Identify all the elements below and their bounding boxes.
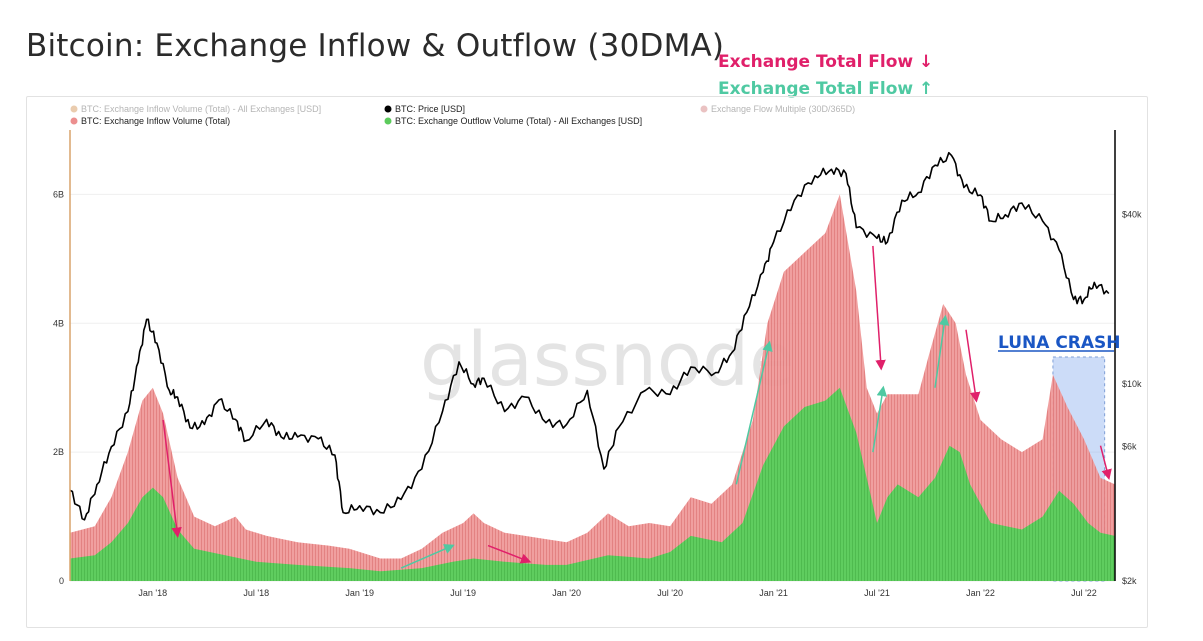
y-left-tick-3: 6B [53,189,64,199]
watermark: glassnode [420,317,795,403]
x-tick-3: Jul '19 [450,588,476,598]
page-title: Bitcoin: Exchange Inflow & Outflow (30DM… [26,28,725,64]
arrow-down-2 [872,245,886,371]
arrow-down-3 [965,329,981,403]
x-tick-1: Jul '18 [243,588,269,598]
arrow-down-4 [1099,445,1112,480]
y-left-tick-0: 0 [59,576,64,586]
luna-crash-label: LUNA CRASH [998,333,1121,353]
legend-swatch-4 [700,105,708,113]
legend-swatch-0 [70,105,78,113]
y-left-tick-1: 2B [53,447,64,457]
chart-frame [26,96,1148,628]
legend-label-0[interactable]: BTC: Exchange Inflow Volume (Total) - Al… [81,104,321,114]
x-tick-6: Jan '21 [759,588,788,598]
x-tick-2: Jan '19 [345,588,374,598]
flow-up-note: Exchange Total Flow ↑ [718,79,934,99]
price-line [69,151,1110,521]
arrow-up-3 [934,314,950,388]
arrow-up-1 [735,340,773,485]
axis-ticks: Jan '18 Jul '18 Jan '19 Jul '19 Jan '20 Jul '… [53,189,1142,598]
x-tick-0: Jan '18 [138,588,167,598]
y-right-tick-3: $40k [1122,210,1142,220]
arrow-up-0 [400,544,455,569]
legend-swatch-2 [384,105,392,113]
price-series-line [69,151,1110,521]
y-right-tick-2: $10k [1122,379,1142,389]
flow-areas [70,194,1115,581]
y-right-tick-0: $2k [1122,576,1137,586]
x-tick-5: Jul '20 [657,588,683,598]
legend-label-1[interactable]: BTC: Exchange Inflow Volume (Total) [81,116,230,126]
x-tick-7: Jul '21 [864,588,890,598]
legend-label-4[interactable]: Exchange Flow Multiple (30D/365D) [711,104,855,114]
outflow-area [70,387,1115,581]
legend-label-3[interactable]: BTC: Exchange Outflow Volume (Total) - A… [395,116,642,126]
x-tick-4: Jan '20 [552,588,581,598]
x-tick-8: Jan '22 [966,588,995,598]
y-left-tick-2: 4B [53,318,64,328]
x-tick-9: Jul '22 [1071,588,1097,598]
legend-label-2[interactable]: BTC: Price [USD] [395,104,465,114]
legend-swatch-1 [70,117,78,125]
y-right-tick-1: $6k [1122,442,1137,452]
arrow-down-0 [162,419,182,538]
arrow-up-2 [872,385,888,453]
arrow-down-1 [487,544,532,564]
flow-down-note: Exchange Total Flow ↓ [718,52,934,72]
trend-arrows [162,245,1112,569]
legend: BTC: Exchange Inflow Volume (Total) - Al… [70,104,855,126]
legend-swatch-3 [384,117,392,125]
